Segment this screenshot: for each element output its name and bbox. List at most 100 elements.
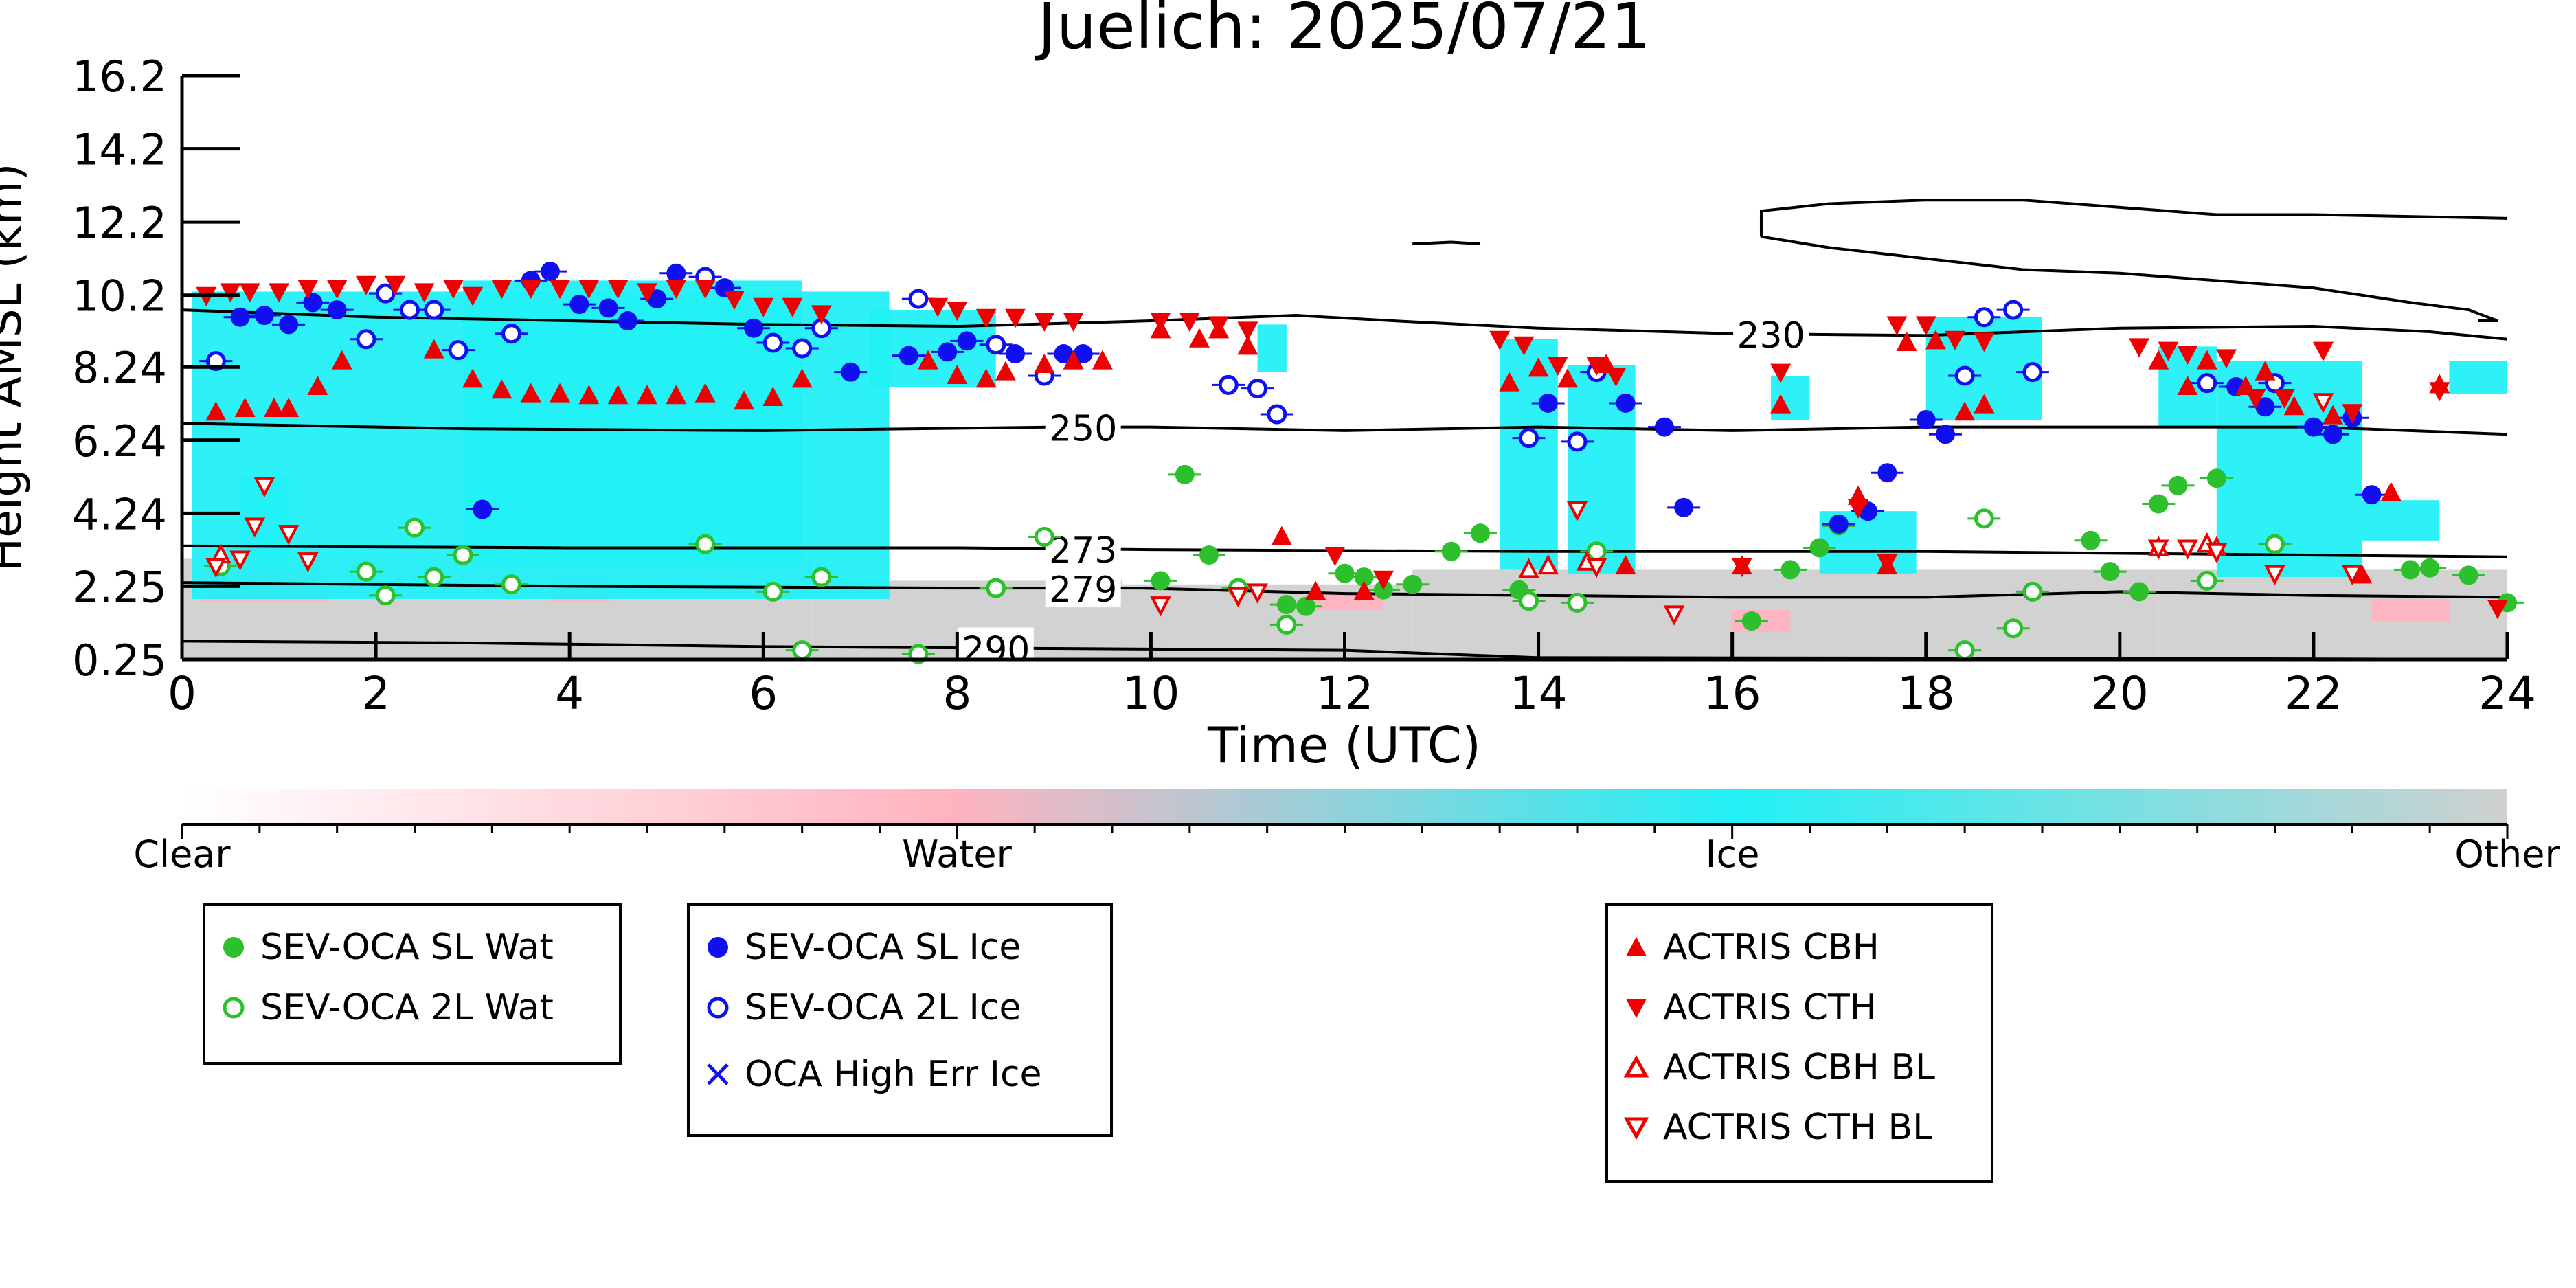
ice-region: [1500, 339, 1558, 570]
data-point: [811, 567, 832, 587]
data-point: [607, 280, 629, 300]
colorbar-label-ice: Ice: [1706, 833, 1760, 876]
data-point: [2274, 389, 2295, 409]
data-point: [356, 329, 376, 350]
data-point: [1276, 614, 1297, 635]
data-point: [1305, 580, 1326, 600]
data-point: [331, 350, 352, 370]
legend-label: SEV-OCA 2L Wat: [260, 987, 554, 1028]
data-point: [253, 477, 275, 498]
data-point: [791, 368, 813, 388]
data-point: [205, 558, 227, 578]
data-point: [297, 552, 319, 573]
data-point: [550, 383, 571, 403]
data-point: [2100, 562, 2120, 582]
legend-item-actris-cth: ACTRIS CTH: [1620, 987, 1877, 1028]
ice-region: [2449, 361, 2507, 394]
data-point: [1615, 555, 1636, 575]
data-point: [279, 315, 299, 335]
data-point: [491, 379, 512, 399]
data-point: [453, 545, 473, 565]
data-point: [1566, 501, 1588, 521]
data-point: [811, 305, 832, 325]
colorbar-ticks: [181, 824, 2509, 839]
x-tick-label: 2: [361, 667, 390, 720]
legend-label: OCA High Err Ice: [745, 1054, 1042, 1095]
data-point: [1547, 357, 1568, 376]
data-point: [607, 385, 629, 405]
data-point: [938, 342, 958, 362]
data-point: [278, 525, 300, 545]
data-point: [2022, 362, 2043, 383]
data-point: [1063, 350, 1084, 370]
data-point: [2177, 375, 2198, 395]
data-point: [2323, 405, 2344, 425]
other-region: [1412, 569, 1732, 659]
data-point: [2003, 300, 2024, 320]
data-point: [1034, 313, 1055, 332]
high-contour-line: [1761, 235, 2498, 323]
isotherm-line: [182, 581, 2507, 599]
data-point: [1674, 497, 1694, 517]
data-point: [975, 308, 997, 328]
data-point: [2168, 475, 2188, 495]
data-point: [1741, 611, 1761, 631]
data-point: [385, 275, 406, 295]
data-point: [2362, 485, 2382, 505]
data-point: [918, 350, 939, 370]
data-point: [1353, 580, 1375, 600]
data-point: [1247, 583, 1268, 604]
data-point: [1781, 560, 1800, 580]
data-point: [1247, 379, 1268, 399]
data-point: [2022, 581, 2043, 602]
data-point: [1770, 363, 1792, 383]
data-point: [2420, 558, 2440, 578]
data-point: [637, 385, 657, 405]
data-point: [947, 302, 968, 321]
data-point: [841, 362, 861, 382]
data-point: [1654, 417, 1674, 437]
data-point: [1034, 526, 1054, 547]
data-point: [1034, 354, 1055, 374]
data-point: [2283, 396, 2305, 416]
data-point: [1557, 368, 1578, 388]
legend-label: SEV-OCA SL Wat: [260, 927, 554, 968]
data-point: [2313, 341, 2334, 361]
legend-item-actris-cth-bl: ACTRIS CTH BL: [1620, 1107, 1932, 1148]
data-point: [1954, 401, 1976, 421]
data-point: [899, 346, 918, 365]
data-point: [986, 578, 1006, 598]
data-point: [2245, 389, 2266, 409]
data-point: [399, 300, 420, 320]
data-point: [2459, 565, 2478, 585]
data-point: [501, 574, 522, 595]
data-point: [326, 280, 348, 300]
data-point: [1518, 558, 1539, 578]
ice-region: [2362, 500, 2440, 541]
data-point: [1218, 374, 1239, 395]
chart-title: Juelich: 2025/07/21: [1035, 0, 1651, 63]
data-point: [1004, 308, 1026, 328]
data-point: [618, 311, 637, 331]
data-point: [473, 499, 493, 519]
data-point: [375, 283, 396, 304]
data-point: [2206, 468, 2226, 488]
data-point: [1271, 526, 1292, 545]
data-point: [666, 263, 686, 283]
high-contour-line: [1759, 199, 2507, 237]
legend-item-actris-cbh-bl: ACTRIS CBH BL: [1620, 1047, 1935, 1088]
data-point: [1372, 570, 1394, 590]
data-point: [2158, 341, 2179, 361]
other-region: [1732, 569, 2159, 659]
isotherm-label-bg: [1045, 567, 1121, 608]
data-point: [1567, 592, 1588, 613]
x-tick-label: 0: [168, 667, 196, 720]
data-point: [2487, 600, 2508, 620]
filled-circle-icon: [223, 937, 244, 958]
data-point: [723, 291, 745, 310]
data-point: [1175, 464, 1195, 484]
legend-label: ACTRIS CTH BL: [1663, 1107, 1933, 1148]
data-point: [598, 298, 618, 318]
observation-markers: [196, 262, 2524, 664]
data-point: [405, 517, 425, 538]
